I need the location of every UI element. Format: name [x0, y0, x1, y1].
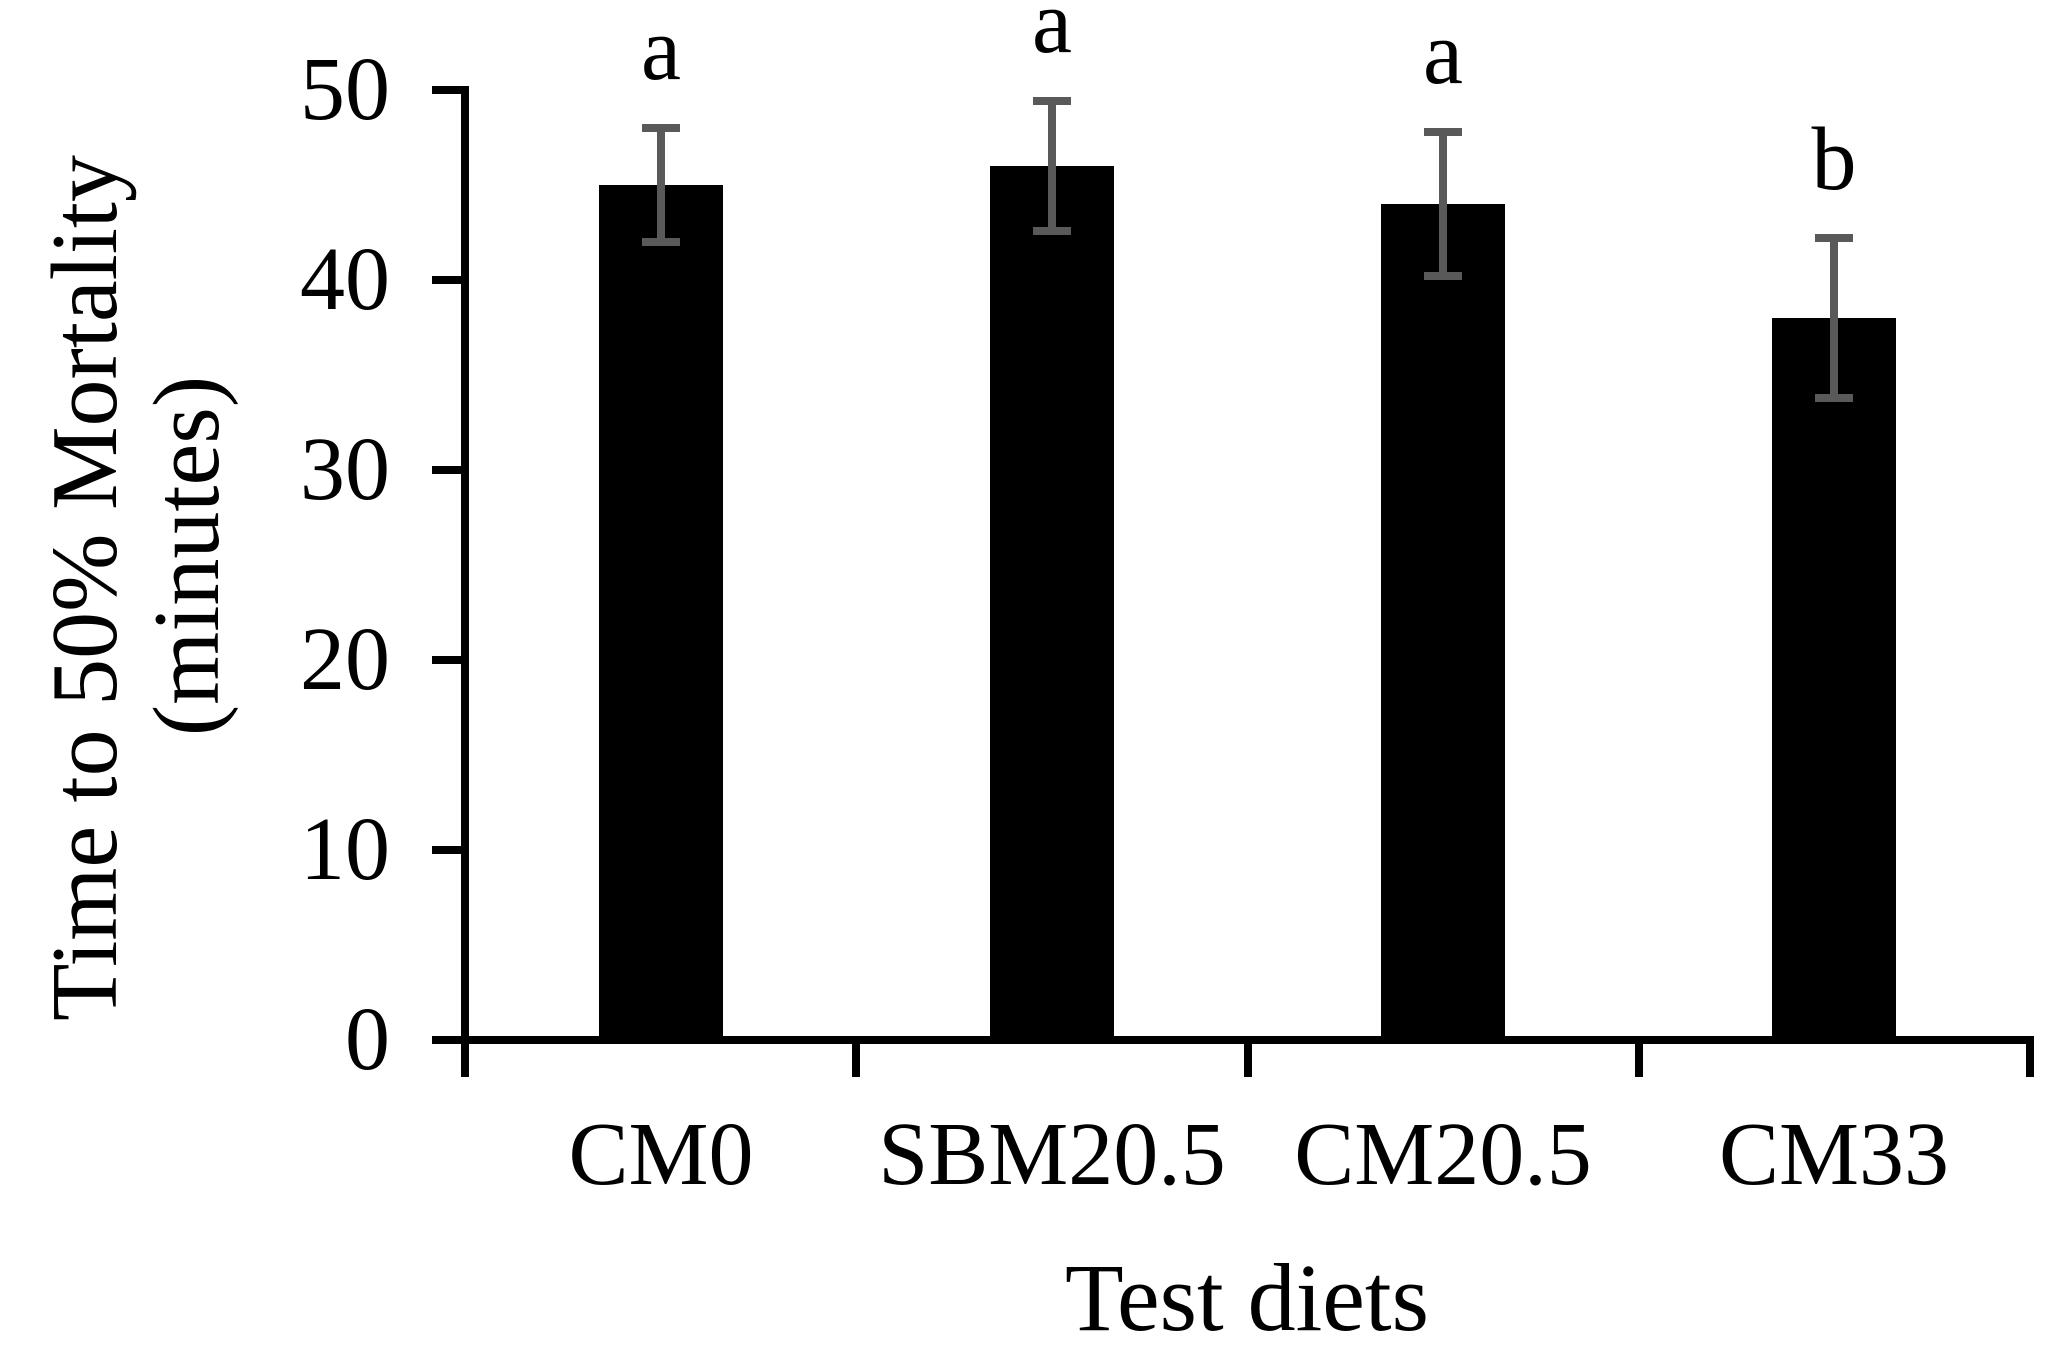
- x-axis-label-SBM20.5: SBM20.5: [878, 1105, 1226, 1204]
- y-axis-tick-50: [432, 86, 461, 94]
- y-axis-tick-10: [432, 846, 461, 854]
- error-bar-cap-top-CM33: [1815, 234, 1853, 243]
- x-axis-title: Test diets: [1065, 1244, 1429, 1351]
- y-axis-tick-label-30: 30: [300, 420, 390, 519]
- bar-CM0: [599, 185, 723, 1040]
- bar-CM20.5: [1381, 204, 1505, 1040]
- bar-CM33: [1772, 318, 1896, 1040]
- error-bar-cap-bottom-CM33: [1815, 393, 1853, 402]
- x-axis-label-CM33: CM33: [1718, 1105, 1950, 1204]
- error-bar-cap-top-CM20.5: [1424, 127, 1462, 136]
- y-axis-tick-label-10: 10: [300, 800, 390, 899]
- y-axis-tick-0: [432, 1036, 461, 1044]
- error-bar-line-CM0: [657, 128, 665, 242]
- error-bar-cap-bottom-CM0: [642, 238, 680, 246]
- significance-letter-CM20.5: a: [1423, 3, 1463, 103]
- y-axis-tick-30: [432, 466, 461, 474]
- y-axis-tick-label-20: 20: [300, 610, 390, 709]
- y-axis-tick-label-50: 50: [300, 40, 390, 139]
- significance-letter-CM0: a: [641, 0, 681, 99]
- significance-letter-CM33: b: [1811, 110, 1857, 210]
- x-axis-tick-2: [1244, 1036, 1252, 1077]
- error-bar-line-CM20.5: [1439, 131, 1447, 277]
- error-bar-cap-bottom-SBM20.5: [1033, 226, 1071, 235]
- error-bar-line-SBM20.5: [1048, 101, 1056, 231]
- error-bar-cap-top-SBM20.5: [1033, 97, 1071, 106]
- x-axis-tick-1: [852, 1036, 860, 1077]
- error-bar-line-CM33: [1830, 238, 1838, 398]
- error-bar-cap-top-CM0: [642, 124, 680, 132]
- y-axis-tick-20: [432, 656, 461, 664]
- bar-SBM20.5: [990, 166, 1114, 1040]
- y-axis-tick-label-40: 40: [300, 230, 390, 329]
- error-bar-cap-bottom-CM20.5: [1424, 272, 1462, 281]
- y-axis-tick-40: [432, 276, 461, 284]
- y-axis-line: [461, 86, 469, 1044]
- significance-letter-SBM20.5: a: [1032, 0, 1072, 73]
- y-axis-tick-label-0: 0: [345, 990, 390, 1089]
- x-axis-label-CM20.5: CM20.5: [1294, 1105, 1592, 1204]
- x-axis-label-CM0: CM0: [568, 1105, 754, 1204]
- x-axis-tick-0: [461, 1036, 469, 1077]
- x-axis-tick-3: [1635, 1036, 1643, 1077]
- x-axis-tick-4: [2026, 1036, 2034, 1077]
